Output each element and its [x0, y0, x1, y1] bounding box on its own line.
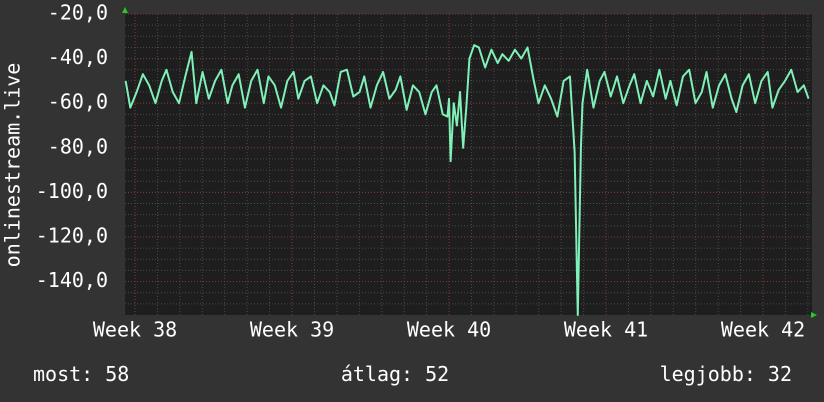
- stat-label: most:: [33, 362, 93, 386]
- marks: [124, 44, 810, 316]
- stat: legjobb: 32: [660, 362, 792, 386]
- stat: átlag: 52: [341, 362, 449, 386]
- y-tick-label: -120,0: [36, 223, 108, 247]
- data-line: [124, 44, 810, 316]
- x-tick-label: Week 41: [564, 318, 648, 342]
- stat-label: átlag:: [341, 362, 413, 386]
- stat-label: legjobb:: [660, 362, 756, 386]
- x-tick-label: Week 39: [250, 318, 334, 342]
- x-tick-label: Week 38: [93, 318, 177, 342]
- stat: most: 58: [33, 362, 129, 386]
- y-tick-label: -40,0: [48, 45, 108, 69]
- stat-value: 58: [105, 362, 129, 386]
- stat-value: 32: [768, 362, 792, 386]
- y-axis-label: onlinestream.live: [1, 63, 25, 268]
- stats: most: 58 átlag: 52 legjobb: 32: [33, 362, 792, 386]
- y-tick-label: -80,0: [48, 134, 108, 158]
- y-tick-label: -140,0: [36, 268, 108, 292]
- grid: -20,0 -40,0 -60,0 -80,0 -100,0 -120,0 -140,0 We…: [36, 1, 812, 342]
- y-tick-label: -100,0: [36, 179, 108, 203]
- y-arrow: [122, 7, 128, 13]
- stat-value: 52: [425, 362, 449, 386]
- x-arrow: [811, 312, 817, 318]
- x-tick-label: Week 40: [407, 318, 491, 342]
- x-tick-label: Week 42: [721, 318, 805, 342]
- y-tick-label: -60,0: [48, 90, 108, 114]
- y-tick-label: -20,0: [48, 1, 108, 25]
